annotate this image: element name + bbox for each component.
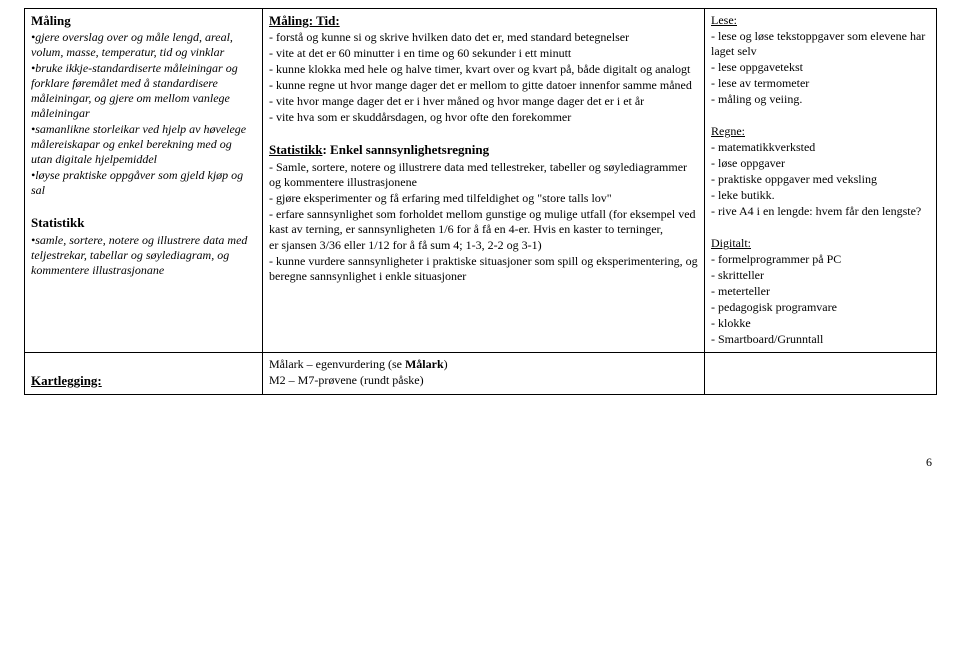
- kartlegging-line1b: Målark: [405, 357, 444, 371]
- list-item: - meterteller: [711, 284, 930, 299]
- cell-col2-row1: Måling: Tid: - forstå og kunne si og skr…: [263, 9, 705, 353]
- page: Måling •gjere overslag over og måle leng…: [0, 0, 960, 478]
- list-item: - lese av termometer: [711, 76, 930, 91]
- kartlegging-heading: Kartlegging:: [31, 373, 102, 388]
- bullet-text: •gjere overslag over og måle lengd, area…: [31, 30, 256, 60]
- curriculum-table: Måling •gjere overslag over og måle leng…: [24, 8, 937, 395]
- cell-col3-row2: [705, 353, 937, 395]
- list-item: - kunne klokka med hele og halve timer, …: [269, 62, 698, 77]
- digitalt-heading: Digitalt:: [711, 236, 751, 250]
- cell-col3-row1: Lese: - lese og løse tekstoppgaver som e…: [705, 9, 937, 353]
- list-item: - kunne vurdere sannsynligheter i prakti…: [269, 254, 698, 284]
- list-item: - løse oppgaver: [711, 156, 930, 171]
- list-item: - Smartboard/Grunntall: [711, 332, 930, 347]
- kartlegging-line1a: Målark – egenvurdering (se: [269, 357, 405, 371]
- statistikk-subheading: : Enkel sannsynlighetsregning: [322, 142, 489, 157]
- list-item: - lese oppgavetekst: [711, 60, 930, 75]
- bullet-text: •løyse praktiske oppgåver som gjeld kjøp…: [31, 168, 256, 198]
- list-item: - rive A4 i en lengde: hvem får den leng…: [711, 204, 930, 219]
- bullet-text: •samanlikne storleikar ved hjelp av høve…: [31, 122, 256, 167]
- statistikk-heading: Statistikk: [31, 215, 84, 230]
- list-item: - Samle, sortere, notere og illustrere d…: [269, 160, 698, 190]
- regne-heading: Regne:: [711, 124, 745, 138]
- cell-col1-row2: Kartlegging:: [25, 353, 263, 395]
- list-item: - matematikkverksted: [711, 140, 930, 155]
- list-item: - vite hva som er skuddårsdagen, og hvor…: [269, 110, 698, 125]
- maling-tid-heading: Måling: Tid:: [269, 13, 340, 28]
- list-item: - vite hvor mange dager det er i hver må…: [269, 94, 698, 109]
- cell-col1-row1: Måling •gjere overslag over og måle leng…: [25, 9, 263, 353]
- bullet-text: •bruke ikkje-standardiserte måleiningar …: [31, 61, 256, 121]
- kartlegging-line2: M2 – M7-prøvene (rundt påske): [269, 373, 698, 388]
- list-item: - skritteller: [711, 268, 930, 283]
- lese-heading: Lese:: [711, 13, 737, 27]
- list-item: - måling og veiing.: [711, 92, 930, 107]
- list-item: - formelprogrammer på PC: [711, 252, 930, 267]
- table-row: Kartlegging: Målark – egenvurdering (se …: [25, 353, 937, 395]
- list-item: - forstå og kunne si og skrive hvilken d…: [269, 30, 698, 45]
- maling-heading: Måling: [31, 13, 71, 28]
- list-item: - gjøre eksperimenter og få erfaring med…: [269, 191, 698, 206]
- list-item: - kunne regne ut hvor mange dager det er…: [269, 78, 698, 93]
- list-item: er sjansen 3/36 eller 1/12 for å få sum …: [269, 238, 698, 253]
- bullet-text: •samle, sortere, notere og illustrere da…: [31, 233, 256, 278]
- kartlegging-line1c: ): [444, 357, 448, 371]
- list-item: - leke butikk.: [711, 188, 930, 203]
- list-item: - vite at det er 60 minutter i en time o…: [269, 46, 698, 61]
- list-item: - pedagogisk programvare: [711, 300, 930, 315]
- list-item: - klokke: [711, 316, 930, 331]
- list-item: - erfare sannsynlighet som forholdet mel…: [269, 207, 698, 237]
- list-item: - praktiske oppgaver med veksling: [711, 172, 930, 187]
- statistikk-heading: Statistikk: [269, 142, 322, 157]
- cell-col2-row2: Målark – egenvurdering (se Målark) M2 – …: [263, 353, 705, 395]
- table-row: Måling •gjere overslag over og måle leng…: [25, 9, 937, 353]
- list-item: - lese og løse tekstoppgaver som elevene…: [711, 29, 930, 59]
- page-number: 6: [24, 395, 936, 470]
